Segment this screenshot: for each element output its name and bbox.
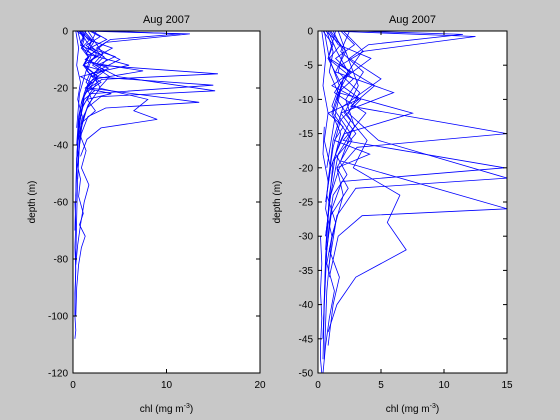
left-plot-xlabel-exponent: -3 <box>184 403 190 410</box>
right-plot-series-12 <box>323 31 353 360</box>
right-plot-series-18 <box>325 31 372 203</box>
right-plot-ylabel: depth (m) <box>272 181 283 224</box>
right-plot-xlabel-exponent: -3 <box>430 403 436 410</box>
left-plot-series-10 <box>76 31 190 128</box>
left-plot-xlabel-text: chl (mg m <box>140 404 184 415</box>
right-plot-ytick-label: -10 <box>299 95 314 106</box>
left-plot-series-7 <box>77 31 200 157</box>
left-plot-ylabel: depth (m) <box>27 181 38 224</box>
right-plot-xlabel: chl (mg m-3) <box>386 403 439 415</box>
right-plot-xtick-label: 5 <box>378 380 384 391</box>
right-plot-series-3 <box>322 31 414 250</box>
right-plot-ytick-label: 0 <box>307 27 313 38</box>
left-plot-ytick-label: -100 <box>48 312 68 323</box>
left-plot-series-4 <box>76 31 218 146</box>
right-plot-xtick-label: 0 <box>315 380 321 391</box>
left-plot-xtick-label: 20 <box>254 380 266 391</box>
left-plot-series-16 <box>78 31 108 140</box>
left-plot-series-15 <box>74 201 77 339</box>
right-plot-ytick-label: -35 <box>299 266 314 277</box>
left-plot-ytick-label: -20 <box>54 84 69 95</box>
left-plot-ytick-label: -120 <box>48 369 68 380</box>
right-plot-series-8 <box>327 31 407 333</box>
left-plot-xlabel: chl (mg m-3) <box>140 403 193 415</box>
left-plot-ticks: 0 10 20 0 -20 -40 -60 -80 -100 -120 <box>48 27 266 392</box>
right-plot-series-16 <box>325 31 364 237</box>
right-plot-series-15 <box>320 236 323 373</box>
right-plot-series-6 <box>327 31 507 271</box>
right-plot-ytick-label: -15 <box>299 129 314 140</box>
right-plot-ytick-label: -5 <box>304 61 313 72</box>
left-plot-frame <box>72 30 261 374</box>
right-plot-area <box>318 31 507 373</box>
left-plot: Aug 2007 depth (m) chl (mg m-3) 0 10 20 0 -2… <box>27 14 266 415</box>
left-plot-area <box>73 31 260 373</box>
right-plot-xtick-label: 15 <box>501 380 513 391</box>
left-plot-ytick-label: 0 <box>62 27 68 38</box>
right-plot-ticks: 0 5 10 15 0 -5 -10 -15 -20 -25 -30 -35 -40 -45 -50 <box>299 27 513 392</box>
left-plot-xtick-label: 0 <box>70 380 76 391</box>
right-plot-ytick-label: -20 <box>299 163 314 174</box>
right-plot-title: Aug 2007 <box>389 14 436 26</box>
left-plot-ytick-label: -40 <box>54 141 69 152</box>
right-plot-ytick-label: -50 <box>299 369 314 380</box>
right-plot-series-9 <box>327 31 463 182</box>
left-plot-title: Aug 2007 <box>143 14 190 26</box>
left-plot-series-14 <box>75 144 86 317</box>
right-plot-series-11 <box>322 31 348 339</box>
right-plot-lines <box>320 31 507 373</box>
right-plot-ytick-label: -45 <box>299 334 314 345</box>
right-plot-frame <box>317 30 508 374</box>
left-plot-xtick-label: 10 <box>161 380 173 391</box>
right-plot-series-7 <box>323 31 507 278</box>
left-plot-ytick-label: -60 <box>54 198 69 209</box>
right-plot-series-14 <box>322 126 335 373</box>
right-plot-series-4 <box>325 31 507 237</box>
right-plot-xlabel-text: chl (mg m <box>386 404 430 415</box>
left-plot-series-8 <box>80 31 158 157</box>
right-plot-ytick-label: -25 <box>299 198 314 209</box>
right-plot-series-10 <box>326 31 476 168</box>
right-plot: Aug 2007 depth (m) chl (mg m-3) 0 5 10 150-… <box>272 14 513 415</box>
left-plot-series-18 <box>78 31 114 126</box>
right-plot-xtick-label: 10 <box>438 380 450 391</box>
left-plot-xlabel-suffix: ) <box>190 404 193 415</box>
left-plot-lines <box>74 31 218 339</box>
right-plot-xlabel-suffix: ) <box>436 404 439 415</box>
right-plot-ytick-label: -40 <box>299 300 314 311</box>
right-plot-ytick-label: -30 <box>299 232 314 243</box>
left-plot-ytick-label: -80 <box>54 255 69 266</box>
